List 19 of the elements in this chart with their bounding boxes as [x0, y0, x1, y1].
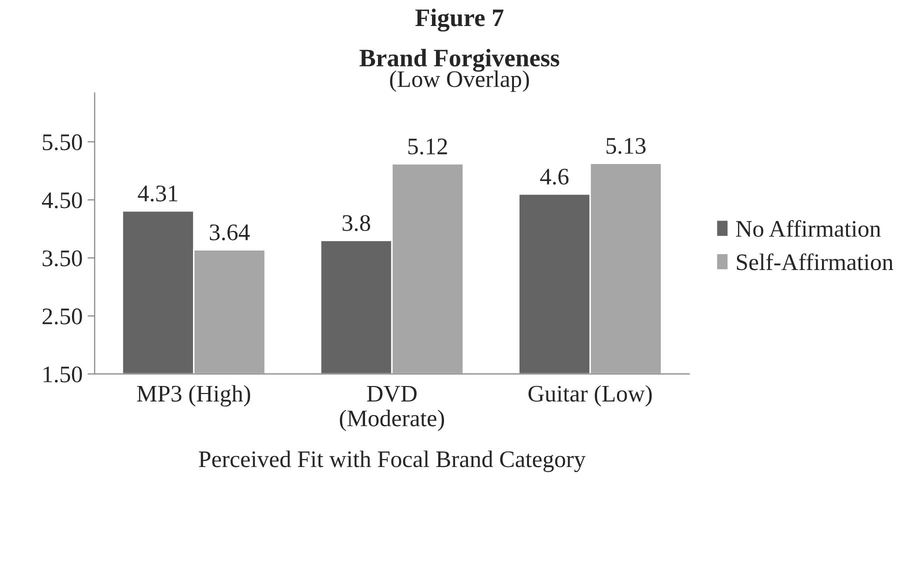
x-axis-title: Perceived Fit with Focal Brand Category: [198, 450, 586, 472]
data-label: 4.6: [540, 168, 569, 185]
y-tick-label: 5.50: [42, 134, 82, 150]
data-label: 5.12: [408, 138, 447, 155]
data-label: 4.31: [138, 186, 178, 202]
legend-label: Self-Affirmation: [736, 253, 894, 270]
data-label: 5.13: [606, 138, 646, 154]
y-tick-label: 2.50: [42, 308, 82, 324]
x-tick-label: MP3 (High): [137, 385, 250, 407]
x-tick-label: Guitar (Low): [528, 385, 652, 406]
x-tick-label: DVD (Moderate): [340, 386, 444, 432]
y-tick-label: 4.50: [42, 192, 82, 208]
data-label: 3.64: [210, 224, 250, 240]
y-tick-label: 1.50: [44, 366, 82, 382]
legend-label: No Affirmation: [736, 220, 881, 237]
y-tick-label: 3.50: [42, 250, 82, 266]
data-label: 3.8: [342, 215, 370, 232]
chart-title: Figure 7 Brand Forgiveness: [360, 8, 560, 72]
chart-subtitle: (Low Overlap): [390, 70, 529, 92]
